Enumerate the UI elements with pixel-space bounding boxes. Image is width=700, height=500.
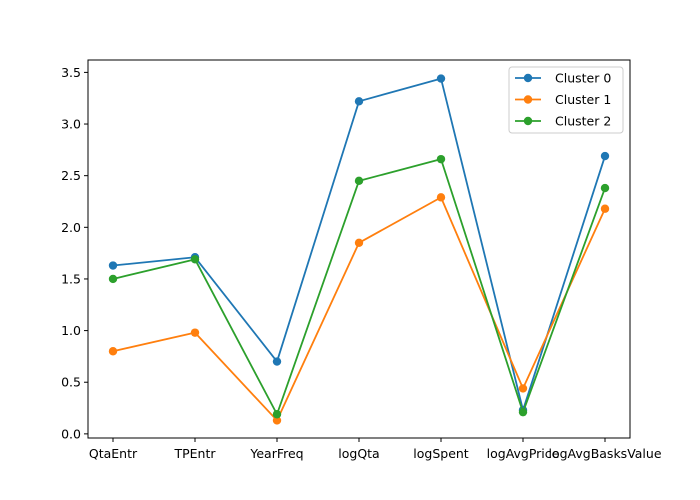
y-tick-label: 3.5 (61, 65, 81, 80)
data-point (436, 154, 446, 164)
series-line (112, 158, 606, 416)
y-tick-label: 0.5 (61, 375, 81, 390)
data-point (600, 204, 610, 213)
y-tick-label: 2.0 (61, 220, 81, 235)
data-point (272, 357, 282, 366)
series-lines (108, 74, 610, 425)
y-tick-label: 3.0 (61, 117, 81, 132)
data-point (518, 384, 528, 393)
y-tick-label: 1.5 (61, 271, 81, 286)
legend-entry: Cluster 2 (515, 114, 611, 129)
data-point (108, 261, 118, 270)
data-point (600, 151, 610, 161)
data-point (436, 193, 446, 202)
legend-entry: Cluster 0 (515, 71, 611, 86)
plot-frame (87, 59, 631, 439)
series-1 (108, 193, 610, 425)
data-point (108, 347, 118, 356)
data-point (272, 410, 282, 419)
x-tick-label: logQta (338, 446, 379, 461)
data-point (108, 274, 118, 284)
x-tick-label: YearFreq (249, 446, 303, 461)
legend-label: Cluster 0 (555, 71, 611, 86)
data-point (518, 407, 528, 417)
data-point (436, 74, 446, 83)
legend-box (508, 66, 624, 134)
x-tick-label: logAvgBasksValue (548, 446, 661, 461)
data-point (354, 176, 364, 186)
legend-marker (523, 73, 533, 83)
legend: Cluster 0 Cluster 1 Cluster 2 (508, 66, 624, 134)
x-tick-label: logSpent (413, 446, 469, 461)
legend-label: Cluster 1 (555, 92, 611, 107)
y-tick-label: 0.0 (61, 426, 81, 441)
x-tick-label: QtaEntr (89, 446, 138, 461)
y-tick-label: 2.5 (61, 168, 81, 183)
axes-ticks: 0.0 0.5 1.0 1.5 2.0 2.5 3.0 3.5 QtaEntr TPEntr Yea… (61, 65, 662, 461)
data-point (354, 97, 364, 106)
data-point (600, 183, 610, 193)
x-tick-label: TPEntr (173, 446, 216, 461)
y-tick-label: 1.0 (61, 323, 81, 338)
x-tick-label: logAvgPrice (487, 446, 560, 461)
series-2 (108, 154, 610, 419)
data-point (354, 238, 364, 248)
data-point (272, 416, 282, 425)
legend-marker (523, 95, 533, 104)
legend-entry: Cluster 1 (515, 92, 611, 107)
data-point (190, 255, 200, 264)
legend-marker (523, 116, 533, 126)
legend-label: Cluster 2 (555, 114, 611, 129)
data-point (190, 328, 200, 337)
